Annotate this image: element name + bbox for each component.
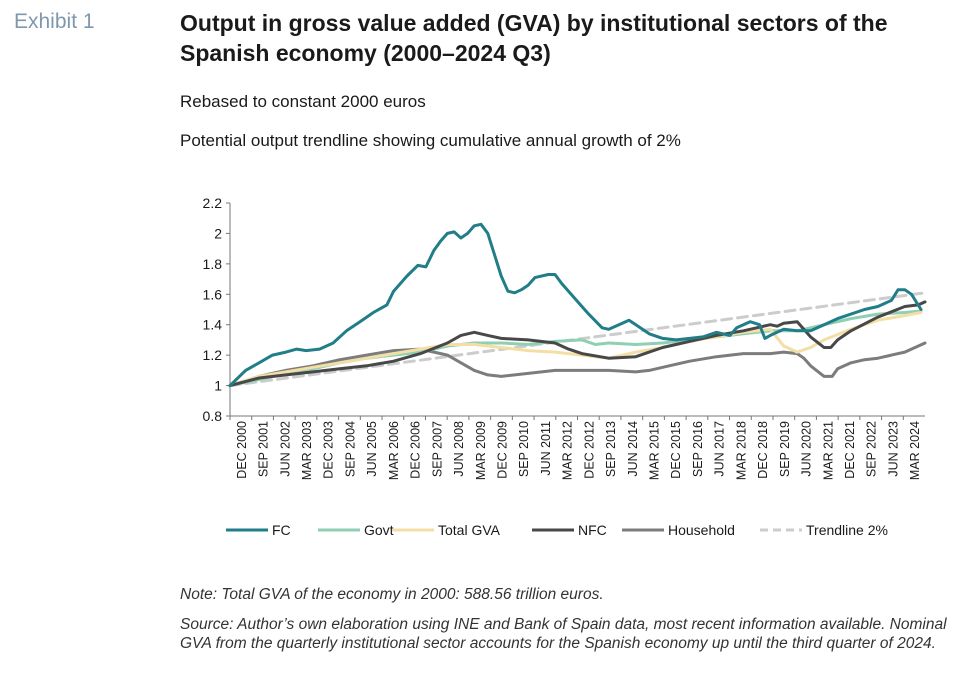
y-tick-label: 2 — [214, 225, 222, 241]
y-tick-label: 1.6 — [203, 286, 223, 302]
x-tick-label: JUN 2002 — [278, 421, 292, 477]
x-tick-label: MAR 2018 — [734, 421, 748, 480]
x-tick-label: JUN 2023 — [886, 421, 900, 477]
x-tick-label: SEP 2013 — [604, 421, 618, 477]
x-tick-label: SEP 2001 — [257, 421, 271, 477]
x-tick-label: DEC 2003 — [322, 421, 336, 479]
chart-source: Source: Author’s own elaboration using I… — [180, 616, 947, 652]
series-line-household — [228, 341, 927, 388]
series-line-govt — [228, 309, 923, 388]
x-tick-label: MAR 2021 — [821, 421, 835, 480]
x-tick-label: DEC 2015 — [669, 421, 683, 479]
x-tick-label: SEP 2022 — [865, 421, 879, 477]
x-tick-label: MAR 2012 — [561, 421, 575, 480]
x-tick-label: MAR 2006 — [387, 421, 401, 480]
x-tick-label: DEC 2021 — [843, 421, 857, 479]
x-tick-label: DEC 2009 — [495, 421, 509, 479]
chart-subtitle: Rebased to constant 2000 euros — [180, 92, 426, 111]
x-tick-label: SEP 2016 — [691, 421, 705, 477]
y-tick-label: 0.8 — [203, 408, 223, 424]
x-tick-label: SEP 2019 — [778, 421, 792, 477]
legend-label-total-gva: Total GVA — [438, 522, 501, 538]
exhibit-label: Exhibit 1 — [14, 10, 95, 33]
y-tick-label: 2.2 — [203, 195, 223, 211]
x-tick-label: MAR 2024 — [908, 421, 922, 480]
legend-label-trendline-2: Trendline 2% — [806, 522, 888, 538]
y-tick-label: 1.2 — [203, 347, 223, 363]
x-tick-label: SEP 2010 — [517, 421, 531, 477]
x-tick-label: SEP 2004 — [343, 421, 357, 477]
x-tick-label: DEC 2012 — [582, 421, 596, 479]
x-tick-label: JUN 2014 — [626, 421, 640, 477]
chart-title: Output in gross value added (GVA) by ins… — [180, 10, 888, 66]
legend-label-govt: Govt — [364, 522, 394, 538]
x-tick-label: DEC 2000 — [235, 421, 249, 479]
x-tick-label: MAR 2009 — [474, 421, 488, 480]
x-tick-label: MAR 2015 — [648, 421, 662, 480]
x-tick-label: DEC 2006 — [409, 421, 423, 479]
x-tick-label: JUN 2020 — [800, 421, 814, 477]
x-tick-label: JUN 2005 — [365, 421, 379, 477]
legend-label-nfc: NFC — [578, 522, 607, 538]
legend-label-fc: FC — [272, 522, 291, 538]
x-tick-label: SEP 2007 — [430, 421, 444, 477]
legend-label-household: Household — [668, 522, 735, 538]
series-line-fc — [228, 222, 923, 388]
series-line-total-gva — [228, 311, 923, 388]
series-line-nfc — [228, 300, 927, 388]
x-tick-label: MAR 2003 — [300, 421, 314, 480]
y-tick-label: 1.8 — [203, 256, 223, 272]
line-chart: 0.8 1 1.2 1.4 1.6 1.8 2 2.2 DEC 2000 SEP 2001 JUN … — [203, 195, 927, 538]
chart-note: Note: Total GVA of the economy in 2000: … — [180, 586, 604, 603]
x-tick-label: JUN 2017 — [713, 421, 727, 477]
y-tick-label: 1 — [214, 378, 222, 394]
x-tick-label: JUN 2008 — [452, 421, 466, 477]
y-tick-label: 1.4 — [203, 317, 223, 333]
x-tick-label: DEC 2018 — [756, 421, 770, 479]
chart-subtitle-trendline: Potential output trendline showing cumul… — [180, 131, 681, 150]
x-tick-label: JUN 2011 — [539, 421, 553, 476]
